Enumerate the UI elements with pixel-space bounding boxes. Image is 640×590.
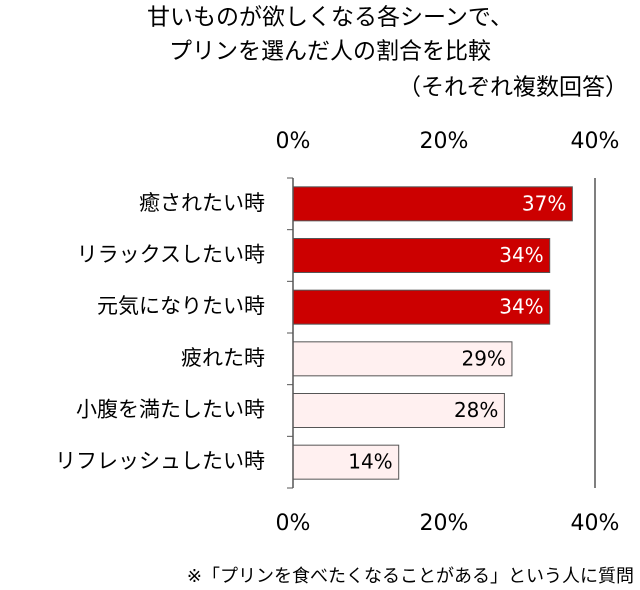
x-tick-label: 20% xyxy=(420,511,469,536)
chart-subtitle: （それぞれ複数回答） xyxy=(398,75,628,101)
data-label: 34% xyxy=(499,243,543,267)
data-label: 37% xyxy=(522,191,566,215)
data-label: 34% xyxy=(499,295,543,319)
bar xyxy=(292,238,551,273)
chart-title: 甘いものが欲しくなる各シーンで、 xyxy=(147,5,513,31)
bar xyxy=(292,186,573,222)
y-tick-label: 癒されたい時 xyxy=(139,191,265,215)
bar xyxy=(292,289,551,325)
x-tick-label: 40% xyxy=(571,511,620,536)
y-tick-label: 疲れた時 xyxy=(181,346,265,370)
x-tick-label: 0% xyxy=(276,129,311,154)
chart-title: プリンを選んだ人の割合を比較 xyxy=(169,39,491,65)
bar xyxy=(292,393,505,428)
y-tick-label: リフレッシュしたい時 xyxy=(55,449,265,473)
x-tick-label: 0% xyxy=(276,511,311,536)
data-label: 28% xyxy=(454,398,498,422)
x-tick-label: 40% xyxy=(571,129,620,154)
bar xyxy=(292,341,513,377)
y-tick-label: 元気になりたい時 xyxy=(97,294,265,318)
footnote: ※「プリンを食べたくなることがある」という人に質問 xyxy=(187,566,634,587)
x-tick-label: 20% xyxy=(420,129,469,154)
data-label: 14% xyxy=(348,450,392,474)
data-label: 29% xyxy=(461,346,505,370)
y-tick-label: リラックスしたい時 xyxy=(77,243,265,267)
y-tick-label: 小腹を満たしたい時 xyxy=(76,398,265,422)
